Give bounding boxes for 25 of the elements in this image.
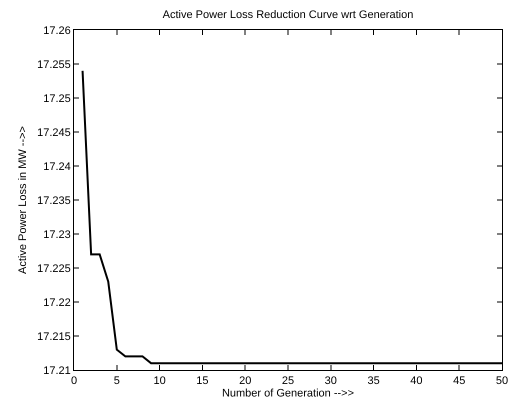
x-tick-label: 40	[410, 375, 423, 388]
x-tick-label: 25	[282, 375, 294, 388]
y-tick-label: 17.225	[37, 262, 71, 275]
y-tick-label: 17.245	[37, 126, 71, 139]
x-tick-label: 15	[196, 375, 209, 388]
y-tick-label: 17.235	[37, 194, 71, 207]
x-tick-label: 35	[367, 375, 380, 388]
x-axis-title: Number of Generation -->>	[222, 387, 354, 400]
y-tick-label: 17.21	[43, 364, 71, 377]
y-tick-label: 17.22	[43, 296, 71, 309]
x-tick-label: 0	[70, 375, 78, 388]
chart-title: Active Power Loss Reduction Curve wrt Generation	[162, 8, 414, 21]
y-tick-label: 17.26	[43, 24, 71, 37]
y-axis-title: Active Power Loss in MW -->>	[16, 126, 29, 274]
y-tick-label: 17.24	[43, 160, 71, 173]
x-tick-label: 20	[239, 375, 252, 388]
x-tick-label: 45	[453, 375, 466, 388]
y-tick-label: 17.255	[37, 58, 71, 71]
x-tick-label: 10	[153, 375, 166, 388]
x-tick-label: 50	[496, 375, 508, 388]
y-tick-label: 17.25	[43, 92, 71, 105]
y-tick-label: 17.215	[37, 330, 71, 343]
x-tick-label: 30	[324, 375, 337, 388]
y-tick-label: 17.23	[43, 228, 71, 241]
x-tick-label: 5	[114, 375, 120, 388]
